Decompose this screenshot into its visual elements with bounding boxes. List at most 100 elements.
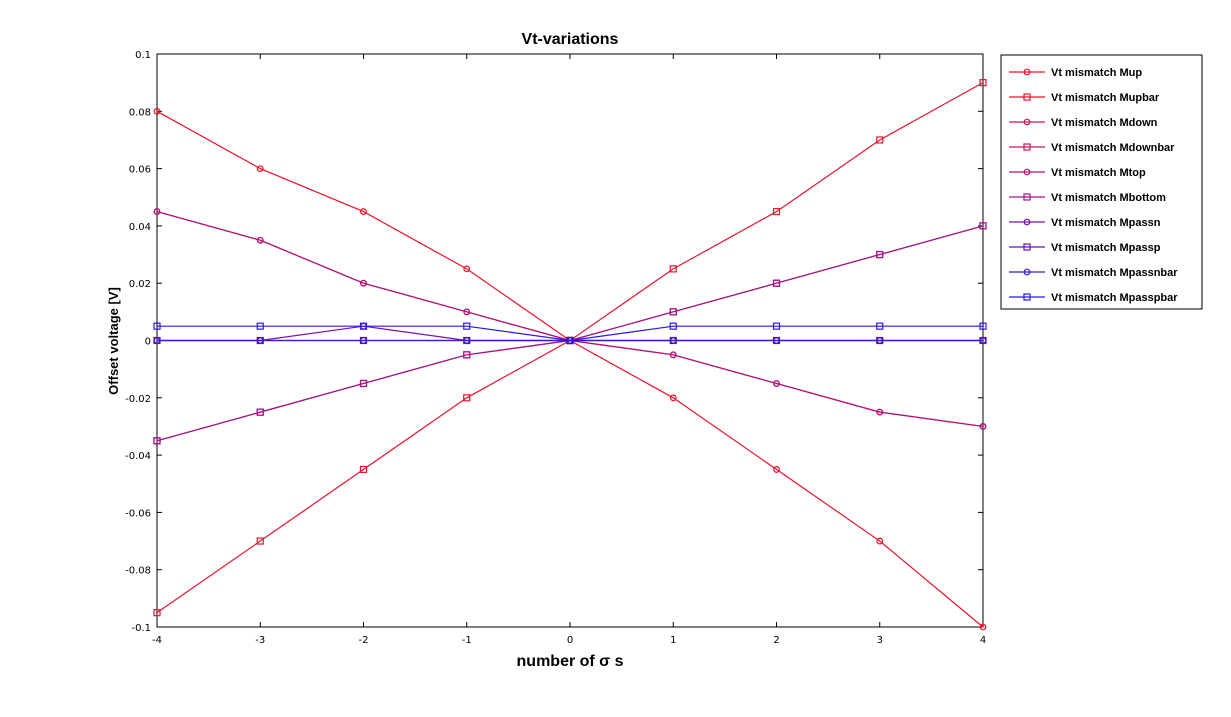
data-point	[566, 336, 574, 345]
legend-label: Vt mismatch Mup	[1051, 67, 1142, 79]
data-point	[360, 337, 367, 344]
data-point	[979, 623, 987, 631]
x-tick-label: 3	[877, 635, 883, 646]
x-tick-label: -1	[462, 635, 472, 646]
data-point	[876, 322, 884, 330]
data-point	[876, 136, 884, 144]
legend-marker-sample	[1023, 143, 1031, 151]
data-point	[360, 279, 367, 287]
chart-title: Vt-variations	[522, 31, 619, 48]
legend-marker-sample	[1023, 68, 1031, 76]
series-layer	[153, 79, 987, 631]
legend-label: Vt mismatch Mpasspbar	[1051, 292, 1178, 304]
data-point	[256, 337, 264, 344]
legend: Vt mismatch Mup Vt mismatch Mupbar Vt mism…	[1000, 54, 1203, 310]
data-point	[772, 279, 781, 287]
legend-marker-sample	[1023, 168, 1031, 176]
data-point	[979, 322, 987, 330]
legend-label: Vt mismatch Mupbar	[1051, 92, 1160, 104]
legend-marker-sample	[1023, 193, 1031, 201]
data-point	[669, 322, 677, 330]
legend-entry: Vt mismatch Mdownbar	[1009, 142, 1175, 154]
data-point	[876, 537, 884, 545]
data-point	[772, 322, 781, 330]
data-point	[773, 380, 780, 387]
legend-marker-sample	[1023, 93, 1031, 101]
data-point	[669, 337, 677, 344]
legend-marker-sample	[1023, 218, 1031, 226]
data-point	[359, 322, 368, 330]
legend-label: Vt mismatch Mdown	[1051, 117, 1158, 129]
legend-entry: Vt mismatch Mpasspbar	[1009, 292, 1178, 304]
legend-entry: Vt mismatch Mup	[1009, 67, 1142, 79]
data-point	[669, 351, 677, 359]
legend-label: Vt mismatch Mbottom	[1051, 192, 1166, 204]
data-point	[876, 408, 884, 416]
y-tick-label: -0.04	[125, 451, 151, 462]
data-point	[463, 394, 471, 402]
y-tick-label: 0	[145, 337, 151, 348]
y-tick-label: 0.08	[129, 107, 151, 118]
data-point	[463, 308, 471, 316]
legend-marker-sample	[1023, 293, 1031, 301]
data-point	[256, 165, 264, 173]
series-9	[153, 322, 987, 345]
y-tick-label: 0.02	[129, 279, 151, 290]
y-tick-label: -0.06	[125, 508, 151, 519]
data-point	[153, 337, 161, 344]
data-point	[979, 337, 987, 344]
data-point	[256, 408, 264, 416]
y-tick-label: -0.1	[131, 623, 151, 634]
x-tick-label: 2	[773, 635, 779, 646]
data-point	[256, 236, 264, 244]
x-tick-label: -4	[152, 635, 162, 646]
legend-entry: Vt mismatch Mpassn	[1009, 217, 1161, 229]
y-tick-label: -0.08	[125, 566, 151, 577]
data-point	[773, 466, 780, 473]
x-tick-label: 1	[670, 635, 676, 646]
data-point	[359, 379, 368, 388]
data-point	[669, 265, 677, 273]
y-tick-label: 0.04	[129, 222, 151, 233]
legend-label: Vt mismatch Mpassp	[1051, 242, 1161, 254]
data-point	[359, 465, 368, 474]
legend-label: Vt mismatch Mtop	[1051, 167, 1146, 179]
legend-label: Vt mismatch Mpassnbar	[1051, 267, 1178, 279]
legend-label: Vt mismatch Mpassn	[1051, 217, 1161, 229]
x-tick-label: 0	[567, 635, 573, 646]
data-point	[876, 250, 884, 259]
data-point	[153, 208, 161, 215]
y-tick-label: 0.06	[129, 165, 151, 176]
plot-area: -0.1 -0.08 -0.06 -0.04 -0.02 0 0.02 0.04 0.06 0.0…	[125, 50, 987, 646]
data-point	[463, 322, 471, 330]
data-point	[979, 79, 987, 87]
data-point	[153, 107, 161, 115]
legend-entry: Vt mismatch Mpassnbar	[1009, 267, 1178, 279]
data-point	[463, 337, 471, 344]
legend-entry: Vt mismatch Mtop	[1009, 167, 1146, 179]
data-point	[153, 322, 161, 330]
x-axis-ticks: -4 -3 -2 -1 0 1 2 3 4	[152, 54, 986, 646]
y-tick-label: -0.02	[125, 394, 151, 405]
legend-marker-sample	[1023, 268, 1031, 276]
y-tick-label: 0.1	[135, 50, 151, 61]
data-point	[876, 337, 884, 344]
data-point	[463, 351, 471, 359]
series-line	[157, 325, 983, 342]
data-point	[979, 222, 987, 230]
data-point	[772, 207, 781, 216]
x-axis-label: number of σ s	[517, 653, 624, 670]
data-point	[463, 265, 471, 273]
legend-entry: Vt mismatch Mbottom	[1009, 192, 1166, 204]
legend-entry: Vt mismatch Mdown	[1009, 117, 1158, 129]
data-point	[360, 208, 367, 215]
data-point	[979, 423, 987, 430]
data-point	[773, 337, 780, 344]
data-point	[153, 437, 161, 445]
data-point	[256, 322, 264, 330]
data-point	[256, 537, 264, 545]
legend-marker-sample	[1023, 243, 1031, 251]
data-point	[669, 394, 677, 402]
y-axis-ticks: -0.1 -0.08 -0.06 -0.04 -0.02 0 0.02 0.04 0.06 0.0…	[125, 50, 983, 634]
